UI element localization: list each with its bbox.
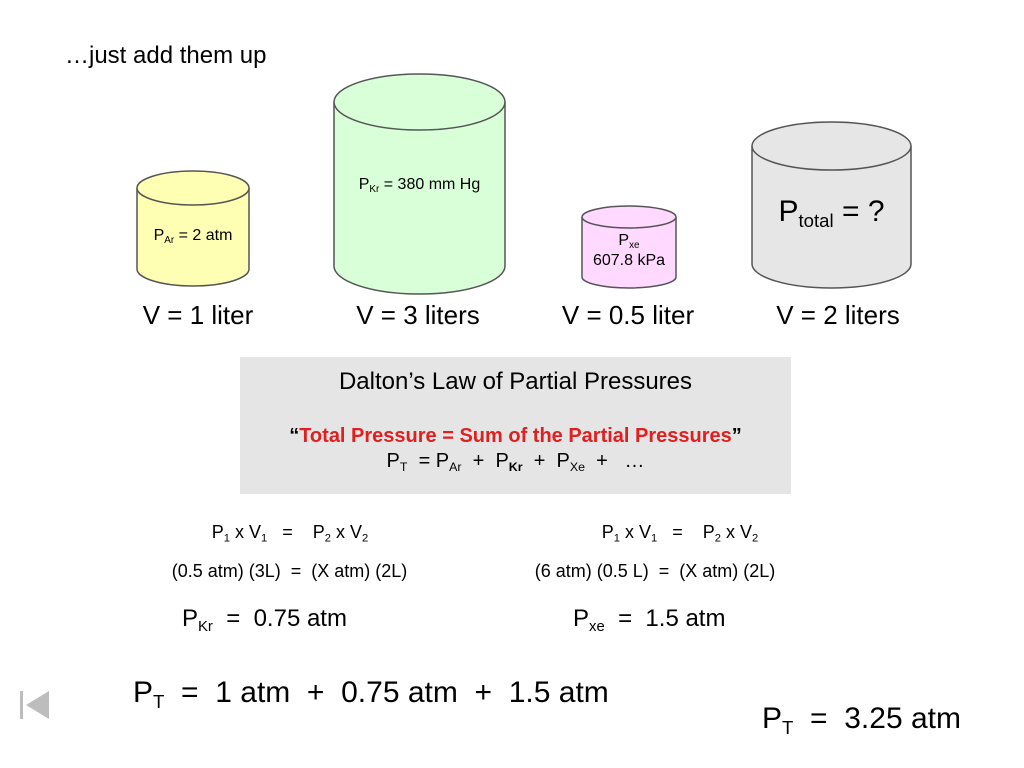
total-cylinder-shape <box>751 121 912 289</box>
law-statement: “Total Pressure = Sum of the Partial Pre… <box>289 425 742 447</box>
total-pressure-label: Ptotal = ? <box>778 195 885 231</box>
argon-cylinder: PAr = 2 atm <box>136 170 250 287</box>
law-formula: PT = PAr + PKr + PXe + … <box>386 450 645 474</box>
argon-cylinder-shape <box>136 170 250 287</box>
krypton-pressure-label: PKr = 380 mm Hg <box>358 176 481 196</box>
right-boyle-equation: P1 x V1 = P2 x V2 <box>601 522 759 545</box>
krypton-cylinder: PKr = 380 mm Hg <box>333 73 506 295</box>
previous-slide-button[interactable] <box>18 688 52 722</box>
krypton-cylinder-shape <box>333 73 506 295</box>
total-cylinder: Ptotal = ? <box>751 121 912 289</box>
slide-heading: …just add them up <box>65 42 267 69</box>
total-pressure-answer: PT = 3.25 atm <box>762 702 961 738</box>
skip-back-icon <box>20 691 49 719</box>
daltons-law-box: Dalton’s Law of Partial Pressures “Total… <box>240 357 791 494</box>
xenon-volume: V = 0.5 liter <box>561 300 695 330</box>
xenon-result: Pxe = 1.5 atm <box>573 605 726 635</box>
total-volume: V = 2 liters <box>776 300 900 330</box>
xenon-cylinder: Pxe 607.8 kPa <box>581 205 677 289</box>
left-boyle-equation: P1 x V1 = P2 x V2 <box>211 522 369 545</box>
law-title: Dalton’s Law of Partial Pressures <box>338 368 693 395</box>
krypton-result: PKr = 0.75 atm <box>182 605 347 635</box>
total-pressure-sum: PT = 1 atm + 0.75 atm + 1.5 atm <box>133 676 609 712</box>
right-substitution: (6 atm) (0.5 L) = (X atm) (2L) <box>534 561 776 581</box>
argon-volume: V = 1 liter <box>142 300 254 330</box>
krypton-volume: V = 3 liters <box>356 300 480 330</box>
xenon-cylinder-shape <box>581 205 677 289</box>
argon-pressure-label: PAr = 2 atm <box>153 227 233 247</box>
xenon-pressure-label: Pxe 607.8 kPa <box>592 232 666 269</box>
left-substitution: (0.5 atm) (3L) = (X atm) (2L) <box>171 561 408 581</box>
